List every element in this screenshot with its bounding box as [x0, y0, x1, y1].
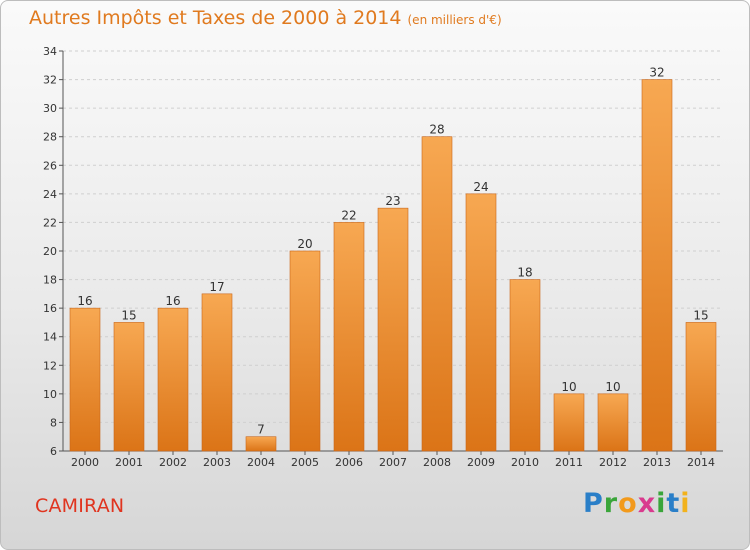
- bar-2008: [421, 136, 453, 452]
- logo-letter: x: [637, 488, 657, 519]
- chart-unit: (en milliers d'€): [407, 13, 502, 27]
- y-tick-label: 30: [43, 102, 57, 115]
- bars: [69, 79, 717, 452]
- bar-2010: [509, 279, 541, 452]
- y-tick-label: 6: [50, 445, 57, 458]
- logo-letter: i: [656, 488, 667, 519]
- bar-2002: [157, 307, 189, 452]
- bar-2012: [597, 393, 629, 452]
- x-tick-label: 2014: [687, 456, 715, 469]
- x-tick-label: 2004: [247, 456, 275, 469]
- y-tick-label: 8: [50, 416, 57, 429]
- bar-2004: [245, 436, 277, 452]
- bar-2006: [333, 222, 365, 452]
- y-tick-label: 34: [43, 45, 57, 58]
- data-label-2002: 16: [165, 294, 180, 308]
- bar-2000: [69, 307, 101, 452]
- bar-2013: [641, 79, 673, 452]
- y-tick-label: 16: [43, 302, 57, 315]
- y-tick-label: 22: [43, 216, 57, 229]
- logo-letter: r: [603, 488, 619, 519]
- y-tick-label: 20: [43, 245, 57, 258]
- x-tick-label: 2008: [423, 456, 451, 469]
- bar-2001: [113, 322, 145, 452]
- data-label-2003: 17: [209, 280, 224, 294]
- x-tick-label: 2005: [291, 456, 319, 469]
- bar-2003: [201, 293, 233, 452]
- logo-letter: o: [618, 488, 638, 519]
- bar-2009: [465, 193, 497, 452]
- y-tick-label: 10: [43, 388, 57, 401]
- x-tick-label: 2010: [511, 456, 539, 469]
- x-tick-label: 2011: [555, 456, 583, 469]
- bar-2011: [553, 393, 585, 452]
- proxiti-logo: Proxiti: [583, 488, 691, 519]
- city-name: CAMIRAN: [35, 495, 125, 517]
- x-tick-label: 2007: [379, 456, 407, 469]
- data-label-2005: 20: [297, 237, 312, 251]
- y-tick-label: 26: [43, 159, 57, 172]
- x-tick-label: 2002: [159, 456, 187, 469]
- x-tick-label: 2003: [203, 456, 231, 469]
- logo-letter: P: [583, 488, 604, 519]
- x-tick-label: 2000: [71, 456, 99, 469]
- x-tick-label: 2009: [467, 456, 495, 469]
- data-label-2011: 10: [561, 380, 576, 394]
- y-tick-label: 18: [43, 274, 57, 287]
- data-label-2007: 23: [385, 194, 400, 208]
- bar-2005: [289, 250, 321, 452]
- bar-2014: [685, 322, 717, 452]
- data-label-2014: 15: [693, 308, 708, 322]
- y-tick-label: 12: [43, 359, 57, 372]
- x-tick-label: 2013: [643, 456, 671, 469]
- y-tick-label: 14: [43, 331, 57, 344]
- data-labels: 16 15 16 17 7 20 22 23 28 24 18 10 10 32 15: [77, 66, 708, 437]
- data-label-2009: 24: [473, 180, 488, 194]
- chart-title: Autres Impôts et Taxes de 2000 à 2014 (en…: [29, 7, 502, 29]
- x-tick-label: 2012: [599, 456, 627, 469]
- data-label-2001: 15: [121, 308, 136, 322]
- chart-title-text: Autres Impôts et Taxes de 2000 à 2014: [29, 7, 402, 29]
- y-tick-label: 28: [43, 131, 57, 144]
- x-tick-label: 2001: [115, 456, 143, 469]
- data-label-2008: 28: [429, 123, 444, 137]
- logo-letter: t: [666, 488, 681, 519]
- data-label-2004: 7: [257, 423, 265, 437]
- data-label-2012: 10: [605, 380, 620, 394]
- data-label-2006: 22: [341, 208, 356, 222]
- x-tick-label: 2006: [335, 456, 363, 469]
- data-label-2013: 32: [649, 66, 664, 80]
- y-tick-label: 32: [43, 74, 57, 87]
- bar-2007: [377, 207, 409, 452]
- data-label-2010: 18: [517, 266, 532, 280]
- y-tick-label: 24: [43, 188, 57, 201]
- data-label-2000: 16: [77, 294, 92, 308]
- logo-letter: i: [680, 488, 691, 519]
